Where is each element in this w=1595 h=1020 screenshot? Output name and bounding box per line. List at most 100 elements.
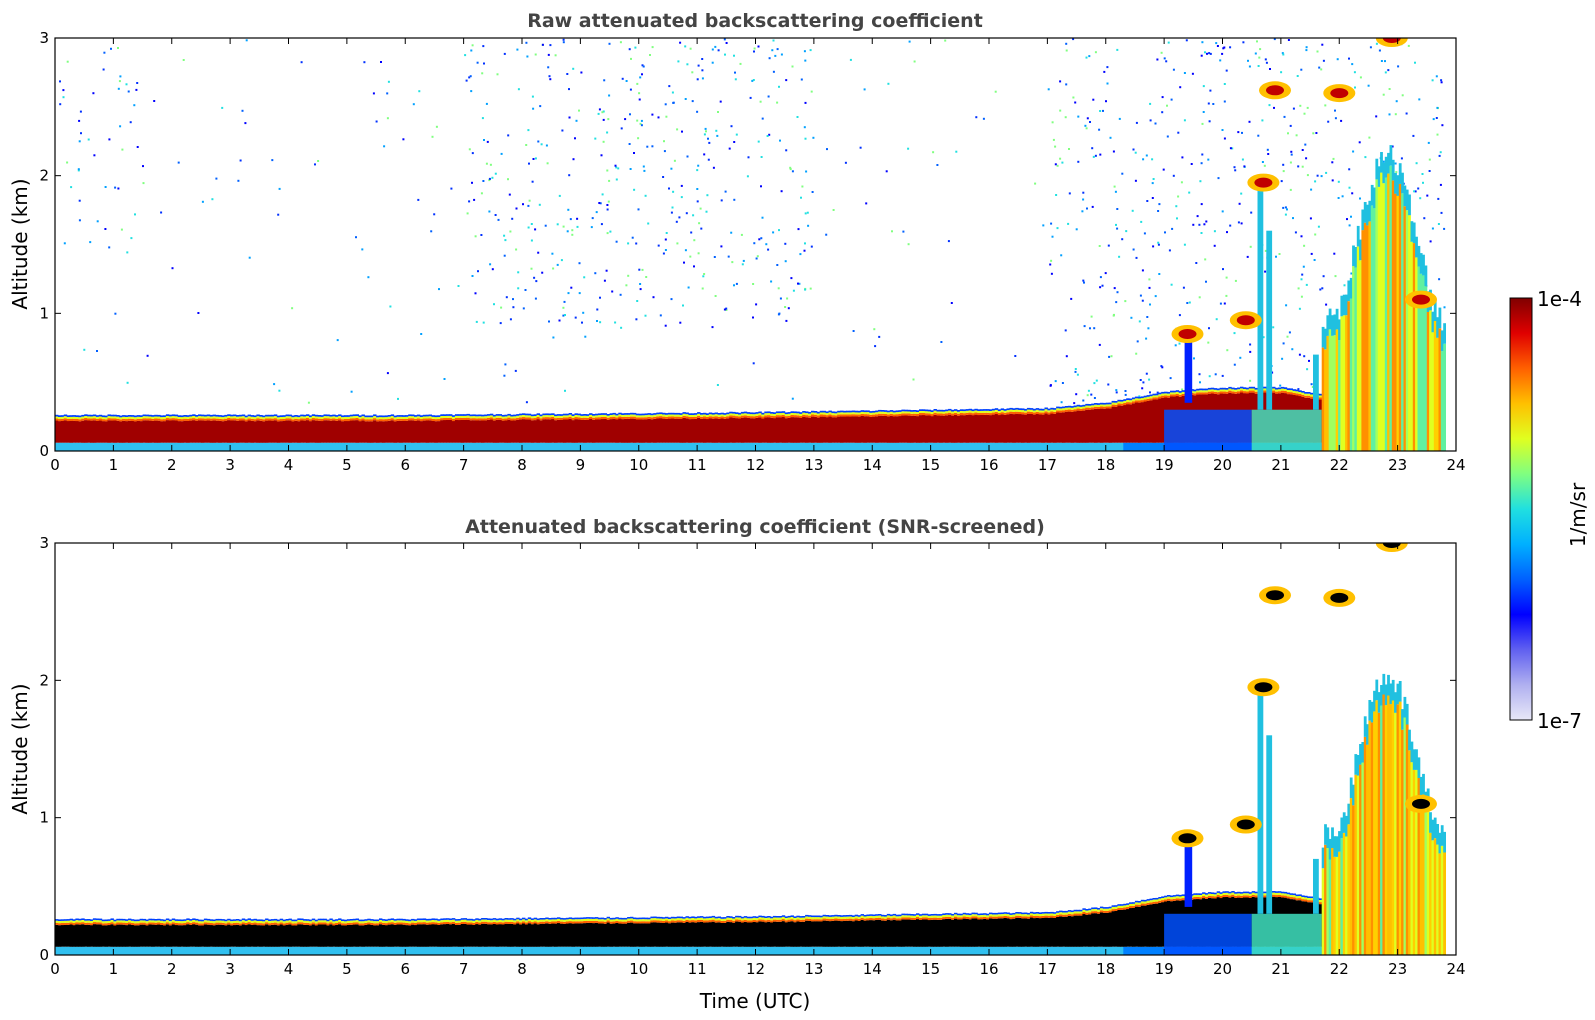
bl-column-base <box>136 946 141 955</box>
bl-column-base <box>180 946 184 955</box>
bl-column-edge <box>1000 408 1005 411</box>
bl-column-edge <box>1213 388 1218 390</box>
noise-pixel <box>1305 283 1308 286</box>
bl-column-core <box>618 418 622 443</box>
bl-column-edge <box>92 920 97 923</box>
noise-pixel <box>488 210 491 213</box>
bl-column-edge <box>1026 409 1031 412</box>
noise-pixel <box>562 38 565 41</box>
bl-column-edge <box>819 414 824 417</box>
bl-column-edge <box>358 415 362 418</box>
bl-column-edge <box>148 920 152 923</box>
noise-pixel <box>752 283 755 285</box>
bl-column-core <box>419 421 424 443</box>
bl-column-edge <box>638 921 643 924</box>
bl-column-base <box>962 442 967 451</box>
noise-pixel <box>1171 227 1174 230</box>
bl-column-edge <box>422 920 427 923</box>
bl-column-core <box>279 924 284 947</box>
noise-pixel <box>503 52 506 55</box>
bl-column-edge <box>694 916 698 919</box>
bl-column-edge <box>151 918 155 921</box>
bl-column-base <box>980 442 984 451</box>
bl-column-edge <box>489 920 494 923</box>
noise-pixel <box>114 312 117 315</box>
bl-column-edge <box>682 917 686 919</box>
bl-column-edge <box>1225 391 1229 394</box>
bl-column-edge <box>758 919 762 922</box>
bl-column-edge <box>504 416 508 419</box>
noise-pixel <box>627 242 630 245</box>
bl-column-base <box>463 442 467 451</box>
noise-pixel <box>582 311 585 314</box>
bl-column-base <box>784 946 789 955</box>
bl-column-base <box>936 442 940 451</box>
bl-column-core <box>63 420 68 443</box>
noise-pixel <box>517 287 520 290</box>
bl-column-edge <box>63 416 68 419</box>
bl-column-edge <box>379 918 383 920</box>
bl-column-core <box>1064 411 1069 443</box>
bl-column-edge <box>595 918 599 921</box>
noise-pixel <box>652 296 655 299</box>
bl-column-edge <box>1219 389 1223 392</box>
bl-column-edge <box>843 916 847 919</box>
bl-column-edge <box>314 921 319 924</box>
bl-column-edge <box>609 917 613 920</box>
bl-column-edge <box>311 416 316 419</box>
bl-column-edge <box>495 922 500 925</box>
bl-column-edge <box>559 919 564 922</box>
noise-pixel <box>1200 203 1203 206</box>
bl-column-base <box>1012 442 1016 451</box>
bl-column-core <box>802 416 806 443</box>
x-tick-label: 2 <box>167 456 177 474</box>
bl-column-edge <box>618 412 622 415</box>
bl-column-edge <box>565 917 570 920</box>
noise-pixel <box>1223 83 1226 85</box>
bl-column-edge <box>691 916 695 918</box>
bl-column-base <box>878 442 882 451</box>
noise-pixel <box>507 134 510 137</box>
bl-column-base <box>446 442 450 451</box>
bl-column-edge <box>489 417 494 420</box>
bl-column-edge <box>142 920 146 923</box>
bl-column-core <box>595 419 599 443</box>
bl-column-edge <box>183 418 187 421</box>
bl-column-edge <box>419 417 424 420</box>
noise-pixel <box>849 58 852 61</box>
bl-column-edge <box>157 418 161 421</box>
bl-column-edge <box>539 414 543 417</box>
bl-column-edge <box>1026 411 1031 414</box>
bl-column-edge <box>110 418 114 421</box>
bl-column-base <box>212 946 216 955</box>
bl-column-edge <box>492 921 497 924</box>
bl-column-core <box>177 421 181 443</box>
noise-pixel <box>1443 227 1446 230</box>
noise-pixel <box>1217 177 1220 180</box>
bl-column-core <box>414 420 418 443</box>
bl-column-edge <box>457 920 462 923</box>
bl-column-edge <box>1213 389 1218 392</box>
noise-pixel <box>1239 356 1242 359</box>
bl-column-edge <box>139 918 143 921</box>
bl-column-edge <box>1137 400 1142 403</box>
bl-column-core <box>796 921 800 947</box>
bl-column-core <box>1041 414 1045 443</box>
bl-column-edge <box>597 921 602 924</box>
noise-pixel <box>628 48 631 51</box>
bl-column-edge <box>1280 390 1285 393</box>
bl-column-edge <box>1024 408 1028 411</box>
bl-column-edge <box>1108 404 1113 407</box>
bl-column-edge <box>1000 412 1005 415</box>
bl-column-edge <box>180 919 184 922</box>
noise-pixel <box>537 140 540 143</box>
bl-column-base <box>647 946 651 955</box>
noise-pixel <box>908 40 911 43</box>
noise-pixel <box>525 144 528 146</box>
noise-pixel <box>1427 141 1430 144</box>
noise-pixel <box>271 159 274 162</box>
noise-pixel <box>477 270 479 273</box>
bl-column-edge <box>816 915 821 918</box>
noise-pixel <box>749 96 752 99</box>
noise-pixel <box>531 95 534 98</box>
